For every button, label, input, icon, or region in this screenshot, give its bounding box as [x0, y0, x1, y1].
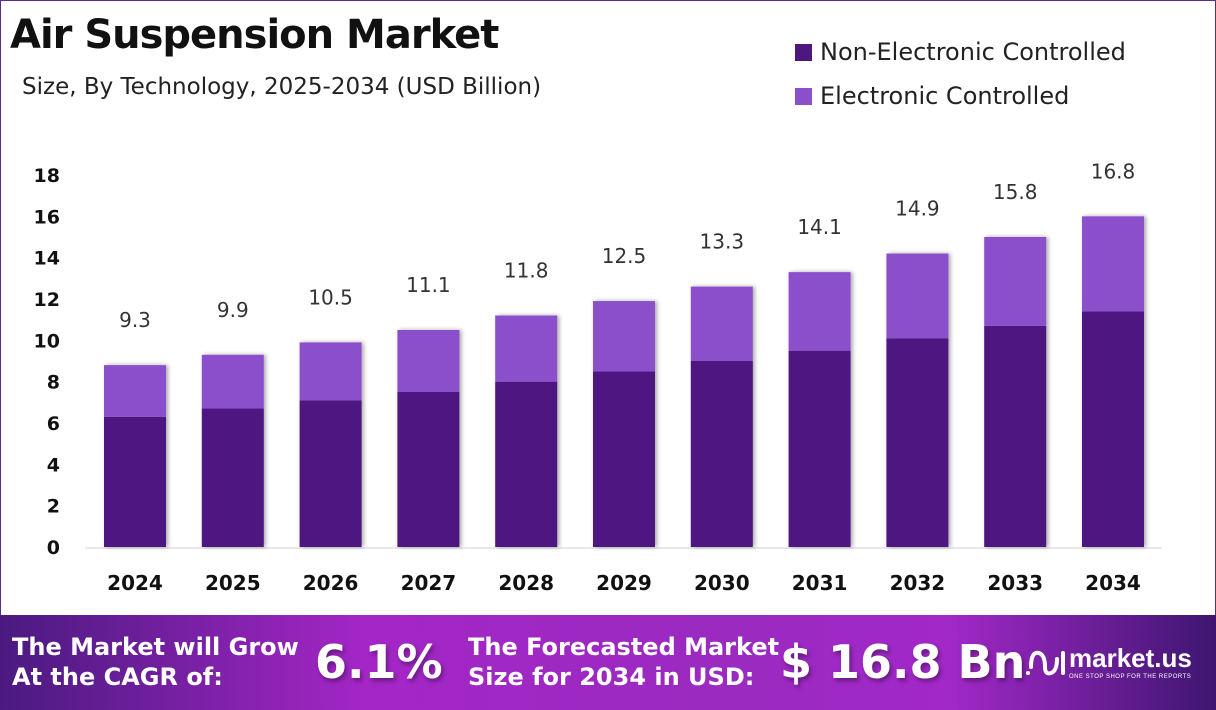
bar-segment-non-electronic — [299, 400, 362, 547]
legend-item-non-electronic: Non-Electronic Controlled — [795, 30, 1126, 74]
y-tick-label: 6 — [47, 413, 60, 435]
x-tick-label: 2031 — [792, 571, 848, 595]
bar-stack — [495, 315, 558, 547]
chart-title: Air Suspension Market — [10, 12, 499, 58]
total-data-label: 9.3 — [119, 308, 151, 332]
total-data-label: 14.9 — [895, 197, 940, 221]
logo-tagline: ONE STOP SHOP FOR THE REPORTS — [1069, 674, 1192, 680]
y-tick-label: 14 — [34, 248, 60, 270]
legend-swatch — [795, 43, 812, 61]
x-tick-label: 2032 — [890, 571, 946, 595]
bar-segment-non-electronic — [690, 361, 753, 547]
y-tick-label: 0 — [47, 537, 60, 559]
total-data-label: 16.8 — [1091, 159, 1136, 183]
total-data-label: 11.8 — [504, 259, 549, 283]
legend-item-electronic: Electronic Controlled — [795, 74, 1126, 118]
legend: Non-Electronic Controlled Electronic Con… — [795, 30, 1126, 118]
x-tick-label: 2026 — [303, 571, 359, 595]
bar-stack — [397, 330, 460, 547]
forecast-label-line1: The Forecasted Market — [468, 633, 780, 661]
x-tick-label: 2028 — [498, 571, 554, 595]
total-data-label: 13.3 — [700, 230, 745, 254]
legend-swatch — [795, 87, 812, 105]
x-tick-label: 2029 — [596, 571, 652, 595]
y-tick-label: 10 — [34, 330, 60, 352]
x-tick-label: 2025 — [205, 571, 261, 595]
y-tick-label: 16 — [34, 206, 60, 228]
forecast-label-line2: Size for 2034 in USD: — [468, 663, 755, 691]
bar-segment-non-electronic — [495, 381, 558, 547]
bar-stack — [1082, 216, 1144, 547]
cagr-label-line1: The Market will Grow — [12, 633, 299, 661]
x-tick-label: 2024 — [107, 571, 163, 595]
total-data-label: 10.5 — [308, 285, 353, 309]
bar-segment-electronic — [397, 330, 460, 392]
bar-segment-electronic — [104, 365, 166, 417]
x-tick-label: 2027 — [401, 571, 457, 595]
x-tick-label: 2034 — [1085, 571, 1141, 595]
bar-segment-non-electronic — [1082, 311, 1144, 547]
bar-segment-electronic — [886, 253, 949, 339]
y-tick-label: 18 — [34, 165, 60, 187]
bar-segment-electronic — [1082, 216, 1144, 312]
cagr-label: The Market will Grow At the CAGR of: — [12, 632, 299, 692]
bar-stack — [299, 342, 362, 547]
bar-segment-non-electronic — [984, 325, 1047, 547]
legend-label: Electronic Controlled — [820, 82, 1070, 110]
total-data-label: 12.5 — [602, 244, 647, 268]
bar-segment-non-electronic — [397, 392, 460, 547]
total-data-label: 14.1 — [797, 215, 842, 239]
bar-segment-non-electronic — [886, 338, 949, 547]
y-tick-label: 12 — [34, 289, 60, 311]
bar-segment-electronic — [299, 342, 362, 401]
legend-label: Non-Electronic Controlled — [820, 38, 1126, 66]
bar-stack — [104, 365, 166, 547]
total-data-label: 11.1 — [406, 273, 451, 297]
y-tick-label: 8 — [47, 372, 60, 394]
bar-stack — [593, 301, 655, 547]
market-us-logo-icon — [1026, 650, 1065, 675]
logo-name: market.us — [1069, 643, 1192, 673]
cagr-label-line2: At the CAGR of: — [12, 663, 223, 691]
total-data-label: 9.9 — [217, 298, 249, 322]
bar-segment-electronic — [690, 286, 753, 361]
y-tick-label: 4 — [47, 454, 60, 476]
bar-segment-non-electronic — [788, 350, 851, 547]
x-tick-label: 2030 — [694, 571, 750, 595]
bar-segment-electronic — [984, 237, 1047, 326]
y-tick-label: 2 — [47, 496, 60, 518]
bar-segment-electronic — [201, 354, 264, 409]
bar-segment-non-electronic — [593, 371, 655, 547]
bar-segment-electronic — [495, 315, 558, 382]
bar-segment-electronic — [788, 272, 851, 351]
forecast-value: $ 16.8 Bn — [780, 635, 1026, 689]
total-data-label: 15.8 — [993, 180, 1038, 204]
x-tick-label: 2033 — [987, 571, 1043, 595]
cagr-value: 6.1% — [315, 635, 443, 689]
summary-banner: The Market will Grow At the CAGR of: 6.1… — [0, 615, 1216, 710]
market-us-logo: market.us ONE STOP SHOP FOR THE REPORTS — [1025, 643, 1192, 680]
bar-stack — [788, 272, 851, 547]
bar-chart: 0 2 4 6 8 10 12 14 16 18 9.3 9.9 10.5 11.1 11.8 12.5 13.… — [34, 159, 1162, 595]
bar-segment-non-electronic — [201, 408, 264, 547]
chart-subtitle: Size, By Technology, 2025-2034 (USD Bill… — [22, 74, 542, 100]
bar-segment-non-electronic — [104, 416, 166, 547]
bar-stack — [984, 237, 1047, 547]
bar-stack — [886, 253, 949, 547]
bar-segment-electronic — [593, 301, 655, 372]
bar-stack — [690, 286, 753, 547]
forecast-label: The Forecasted Market Size for 2034 in U… — [468, 632, 779, 692]
bar-stack — [201, 354, 264, 547]
